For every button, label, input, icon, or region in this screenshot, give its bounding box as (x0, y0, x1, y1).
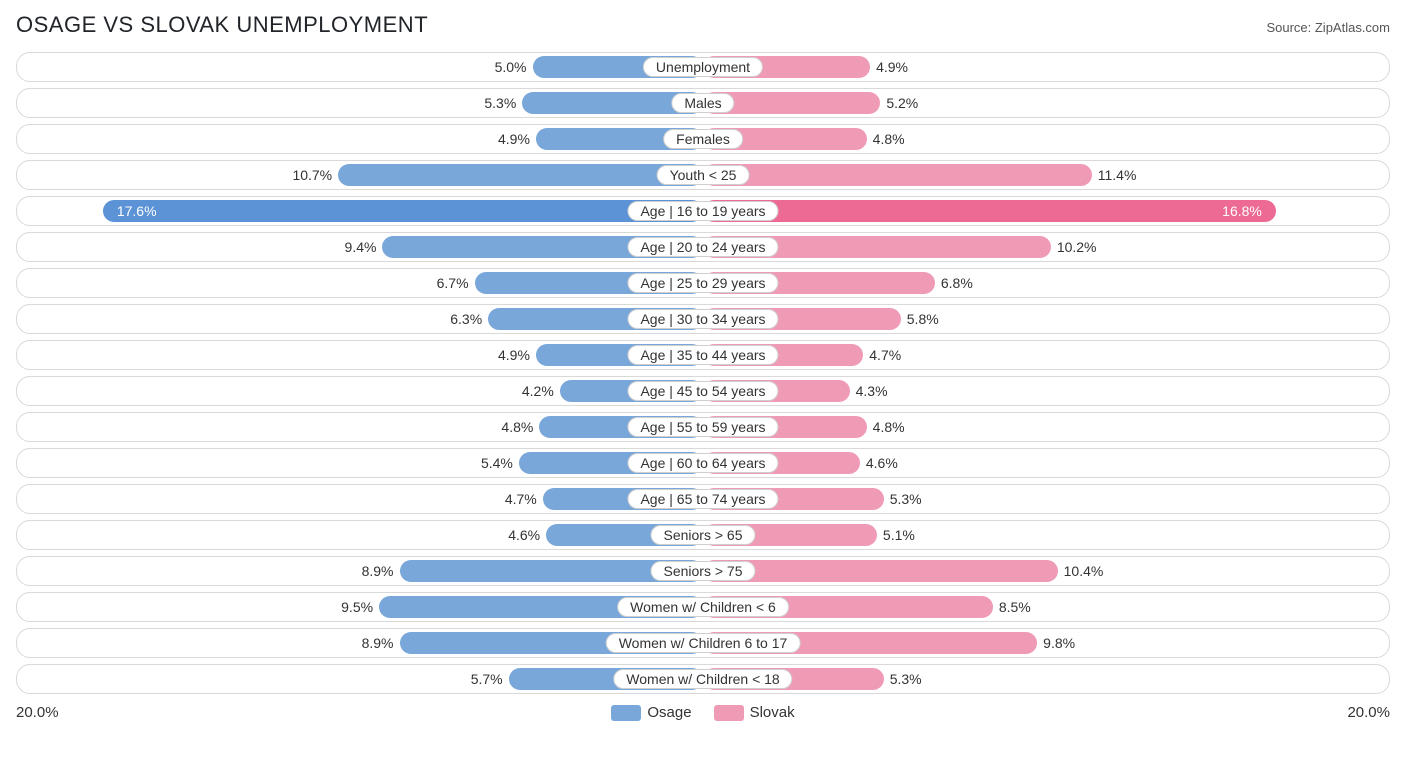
axis-max-right: 20.0% (1347, 704, 1390, 721)
chart-row: 10.7% 11.4% Youth < 25 (16, 160, 1390, 190)
row-category-label: Age | 60 to 64 years (627, 453, 778, 473)
bar-value-left: 4.7% (499, 491, 543, 507)
chart-row: 17.6% 16.8% Age | 16 to 19 years (16, 196, 1390, 226)
legend-swatch-right (714, 705, 744, 721)
row-category-label: Age | 16 to 19 years (627, 201, 778, 221)
chart-row: 4.8% 4.8% Age | 55 to 59 years (16, 412, 1390, 442)
bar-value-right: 5.3% (884, 491, 928, 507)
row-category-label: Youth < 25 (657, 165, 750, 185)
legend-swatch-left (611, 705, 641, 721)
legend: Osage Slovak (611, 704, 794, 721)
chart-row: 8.9% 10.4% Seniors > 75 (16, 556, 1390, 586)
chart-row: 4.9% 4.7% Age | 35 to 44 years (16, 340, 1390, 370)
chart-rows: 5.0% 4.9% Unemployment 5.3% 5.2% Males 4.9% 4.8… (16, 52, 1390, 694)
bar-value-right: 9.8% (1037, 635, 1081, 651)
legend-item-left: Osage (611, 704, 691, 721)
bar-value-left: 17.6% (111, 203, 163, 219)
bar-value-left: 6.7% (431, 275, 475, 291)
bar-value-left: 4.9% (492, 347, 536, 363)
bar-value-left: 8.9% (356, 635, 400, 651)
bar-value-left: 8.9% (356, 563, 400, 579)
chart-row: 5.4% 4.6% Age | 60 to 64 years (16, 448, 1390, 478)
bar-value-left: 4.9% (492, 131, 536, 147)
bar-right: 16.8% (703, 200, 1276, 222)
legend-item-right: Slovak (714, 704, 795, 721)
bar-left (338, 164, 703, 186)
row-category-label: Unemployment (643, 57, 763, 77)
row-category-label: Males (671, 93, 734, 113)
bar-value-right: 10.4% (1058, 563, 1110, 579)
bar-value-left: 9.5% (335, 599, 379, 615)
bar-value-right: 4.7% (863, 347, 907, 363)
bar-value-left: 4.6% (502, 527, 546, 543)
row-category-label: Age | 45 to 54 years (627, 381, 778, 401)
chart-row: 9.4% 10.2% Age | 20 to 24 years (16, 232, 1390, 262)
bar-right (703, 560, 1058, 582)
chart-footer: 20.0% Osage Slovak 20.0% (16, 704, 1390, 721)
bar-value-left: 5.4% (475, 455, 519, 471)
chart-row: 4.2% 4.3% Age | 45 to 54 years (16, 376, 1390, 406)
row-category-label: Age | 55 to 59 years (627, 417, 778, 437)
bar-value-left: 5.0% (489, 59, 533, 75)
bar-value-right: 8.5% (993, 599, 1037, 615)
row-category-label: Seniors > 65 (651, 525, 756, 545)
bar-value-right: 4.8% (867, 419, 911, 435)
chart-row: 5.3% 5.2% Males (16, 88, 1390, 118)
bar-value-right: 5.3% (884, 671, 928, 687)
chart-header: OSAGE VS SLOVAK UNEMPLOYMENT Source: Zip… (16, 12, 1390, 38)
bar-value-right: 5.1% (877, 527, 921, 543)
bar-value-right: 4.9% (870, 59, 914, 75)
bar-value-left: 4.8% (495, 419, 539, 435)
chart-row: 4.6% 5.1% Seniors > 65 (16, 520, 1390, 550)
bar-value-right: 10.2% (1051, 239, 1103, 255)
bar-value-right: 4.8% (867, 131, 911, 147)
bar-value-left: 6.3% (444, 311, 488, 327)
chart-source: Source: ZipAtlas.com (1266, 20, 1390, 35)
bar-value-right: 4.6% (860, 455, 904, 471)
row-category-label: Age | 35 to 44 years (627, 345, 778, 365)
row-category-label: Age | 20 to 24 years (627, 237, 778, 257)
row-category-label: Females (663, 129, 743, 149)
bar-value-right: 16.8% (1216, 203, 1268, 219)
axis-max-left: 20.0% (16, 704, 59, 721)
row-category-label: Seniors > 75 (651, 561, 756, 581)
bar-value-right: 11.4% (1092, 167, 1143, 183)
legend-label-left: Osage (647, 704, 691, 721)
chart-row: 6.3% 5.8% Age | 30 to 34 years (16, 304, 1390, 334)
row-category-label: Age | 30 to 34 years (627, 309, 778, 329)
chart-row: 4.7% 5.3% Age | 65 to 74 years (16, 484, 1390, 514)
source-prefix: Source: (1266, 20, 1314, 35)
chart-title: OSAGE VS SLOVAK UNEMPLOYMENT (16, 12, 428, 38)
legend-label-right: Slovak (750, 704, 795, 721)
row-category-label: Women w/ Children < 18 (613, 669, 792, 689)
chart-row: 8.9% 9.8% Women w/ Children 6 to 17 (16, 628, 1390, 658)
chart-row: 6.7% 6.8% Age | 25 to 29 years (16, 268, 1390, 298)
bar-value-right: 5.2% (880, 95, 924, 111)
bar-right (703, 164, 1092, 186)
row-category-label: Women w/ Children < 6 (617, 597, 789, 617)
row-category-label: Age | 65 to 74 years (627, 489, 778, 509)
chart-row: 5.0% 4.9% Unemployment (16, 52, 1390, 82)
bar-value-left: 10.7% (286, 167, 338, 183)
chart-row: 5.7% 5.3% Women w/ Children < 18 (16, 664, 1390, 694)
row-category-label: Women w/ Children 6 to 17 (606, 633, 801, 653)
bar-value-left: 4.2% (516, 383, 560, 399)
bar-value-left: 9.4% (339, 239, 383, 255)
bar-value-right: 4.3% (850, 383, 894, 399)
chart-row: 9.5% 8.5% Women w/ Children < 6 (16, 592, 1390, 622)
bar-value-left: 5.3% (478, 95, 522, 111)
chart-row: 4.9% 4.8% Females (16, 124, 1390, 154)
row-category-label: Age | 25 to 29 years (627, 273, 778, 293)
bar-value-right: 5.8% (901, 311, 945, 327)
bar-value-left: 5.7% (465, 671, 509, 687)
bar-value-right: 6.8% (935, 275, 979, 291)
source-name: ZipAtlas.com (1315, 20, 1390, 35)
bar-left: 17.6% (103, 200, 703, 222)
